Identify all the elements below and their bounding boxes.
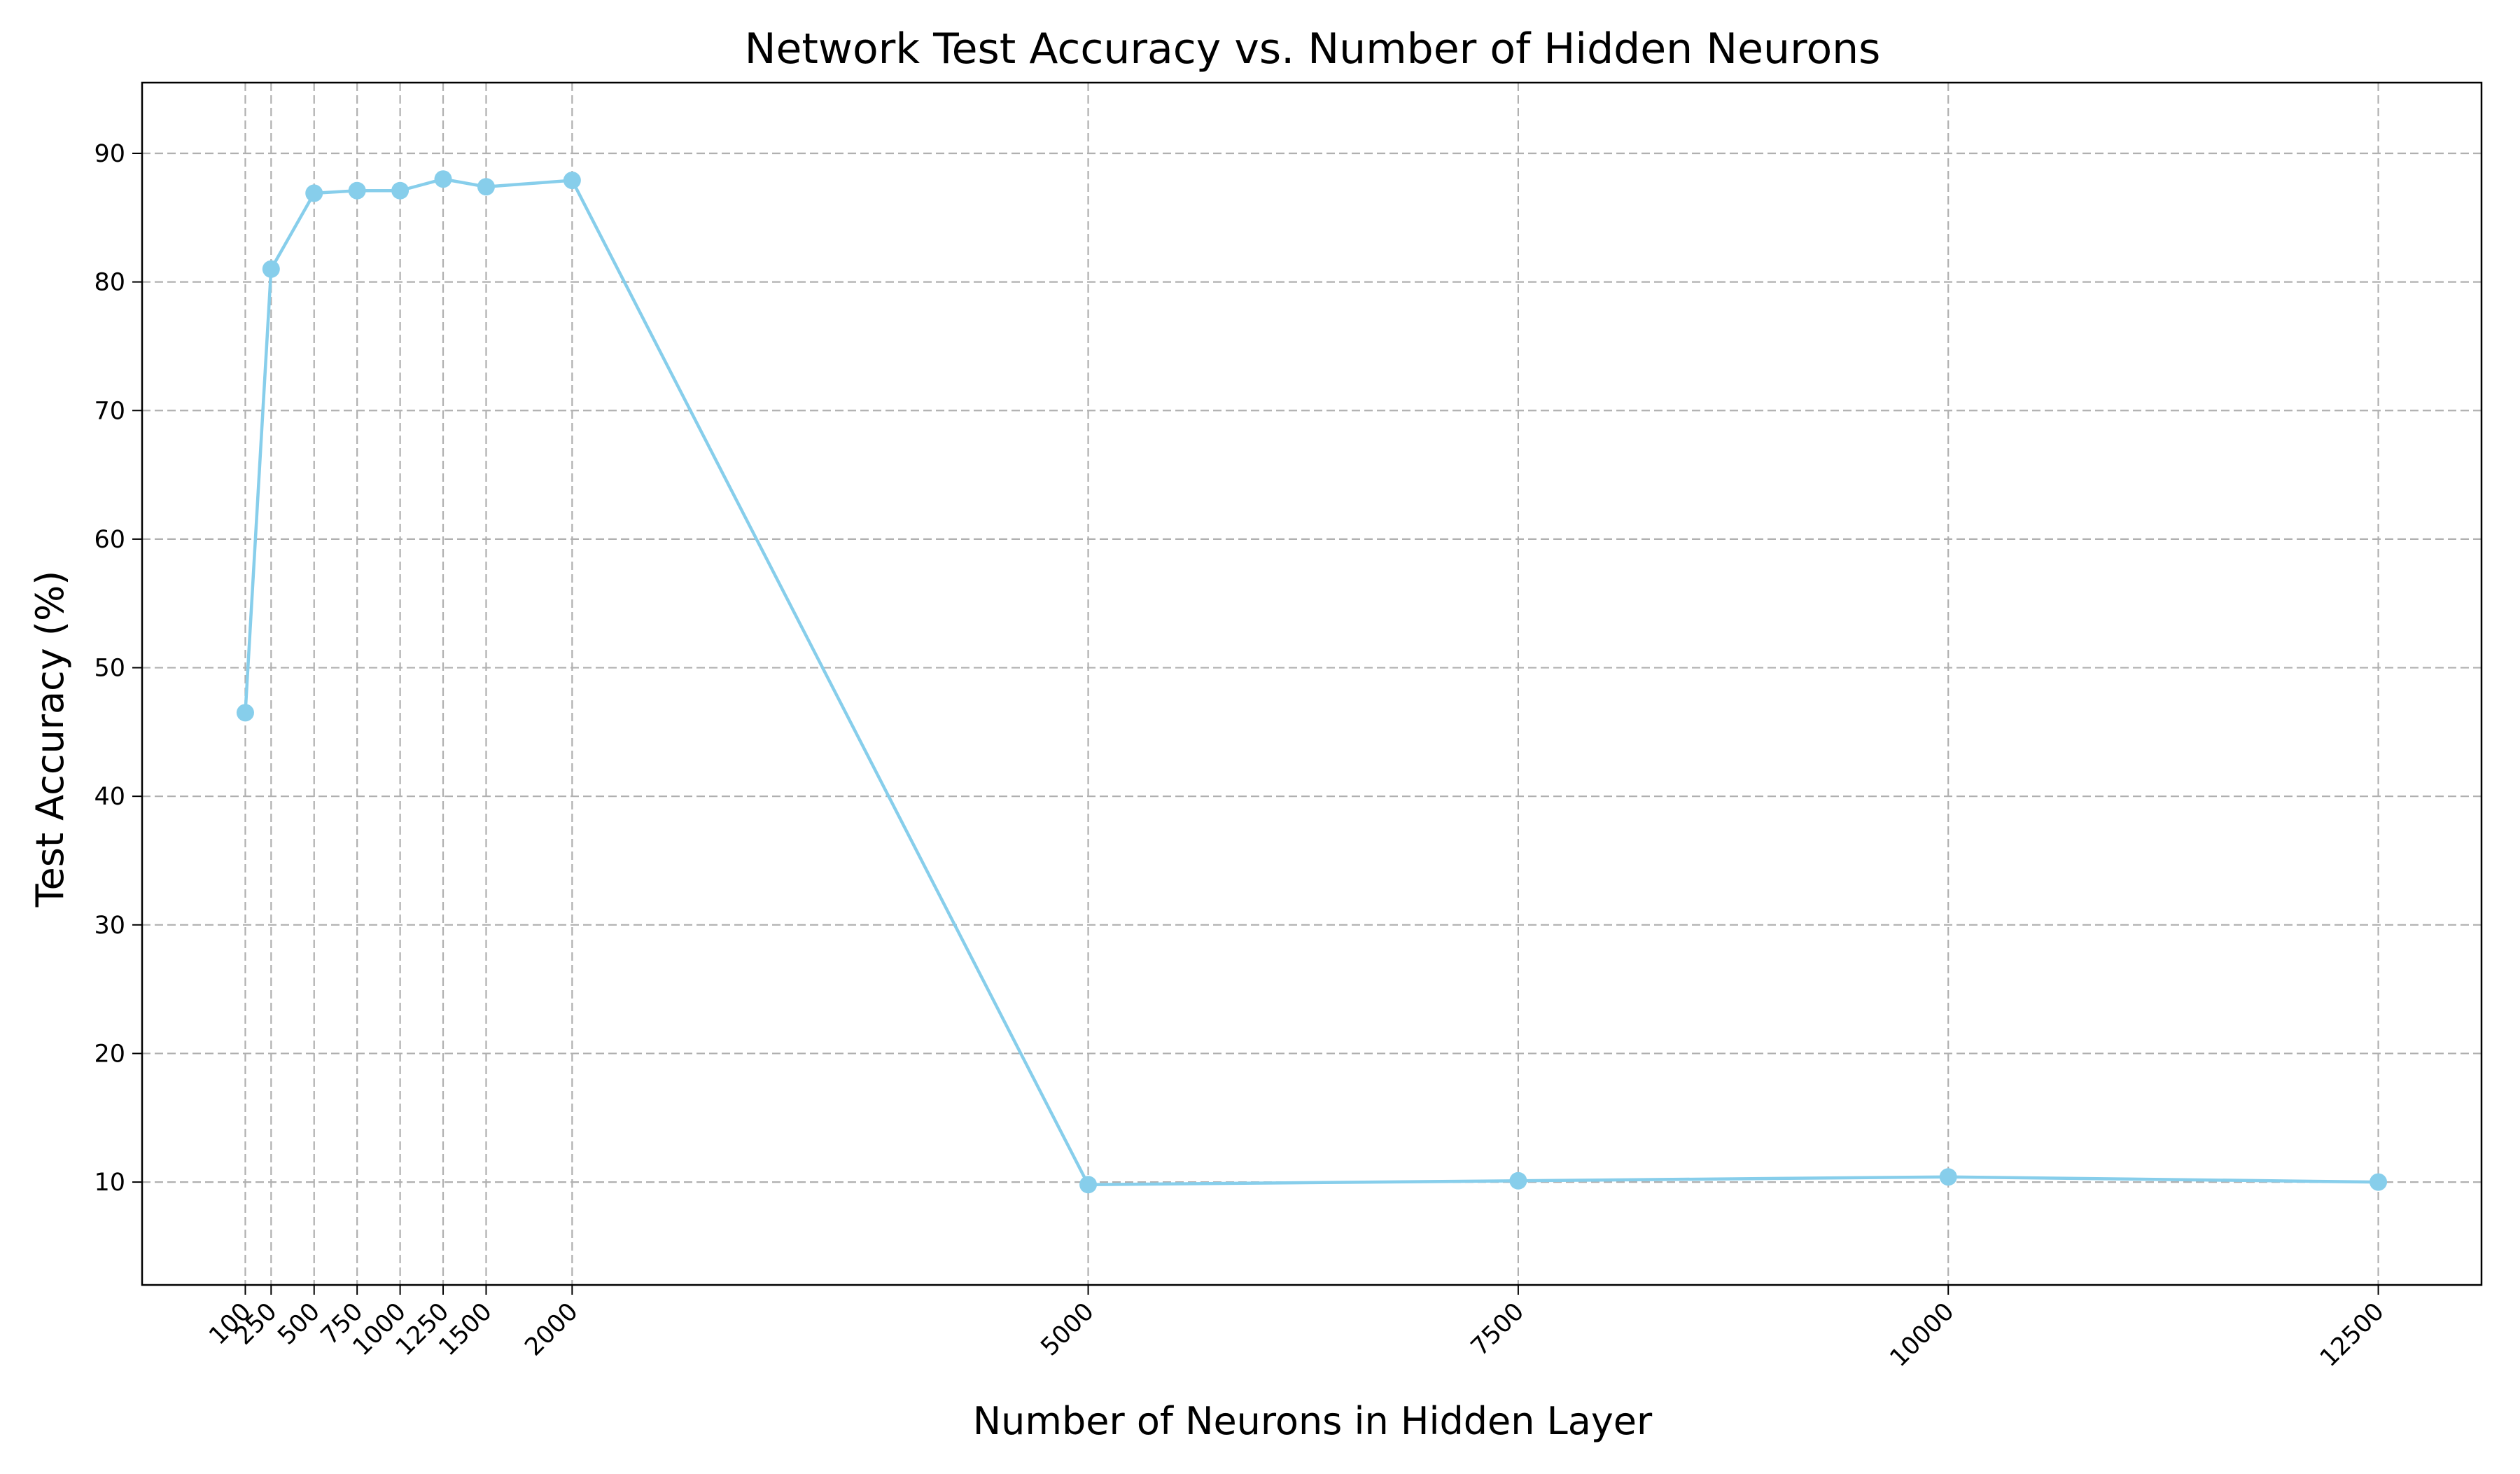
series-1-point [1509,1171,1527,1190]
y-axis-label: Test Accuracy (%) [28,571,72,908]
series-1-point [1939,1168,1957,1186]
y-tick-label: 60 [94,526,125,554]
y-axis: 10 20 30 40 50 60 70 80 90 [94,140,142,1197]
series-1-point [1079,1176,1098,1194]
y-tick-label: 70 [94,397,125,425]
series-1-point [434,170,452,188]
y-tick-label: 90 [94,140,125,168]
series-1-point [348,181,366,200]
series-layer [236,170,2388,1194]
series-1-point [2370,1173,2388,1191]
series-1-point [563,172,581,190]
y-tick-label: 20 [94,1040,125,1068]
y-tick-label: 10 [94,1169,125,1197]
series-1-point [391,181,410,200]
plot-frame [141,81,2483,1286]
x-axis-label: Number of Neurons in Hidden Layer [973,1399,1653,1443]
y-tick-label: 30 [94,912,125,940]
series-1-point [305,184,323,202]
y-tick-label: 80 [94,269,125,297]
series-1-point [236,704,254,722]
y-tick-label: 40 [94,783,125,811]
y-tick-label: 50 [94,655,125,683]
chart-title: Network Test Accuracy vs. Number of Hidd… [745,25,1881,74]
series-1-point [262,260,280,278]
series-1-point [477,178,495,196]
grid [142,83,2482,1285]
series-1-line [244,177,2379,1187]
